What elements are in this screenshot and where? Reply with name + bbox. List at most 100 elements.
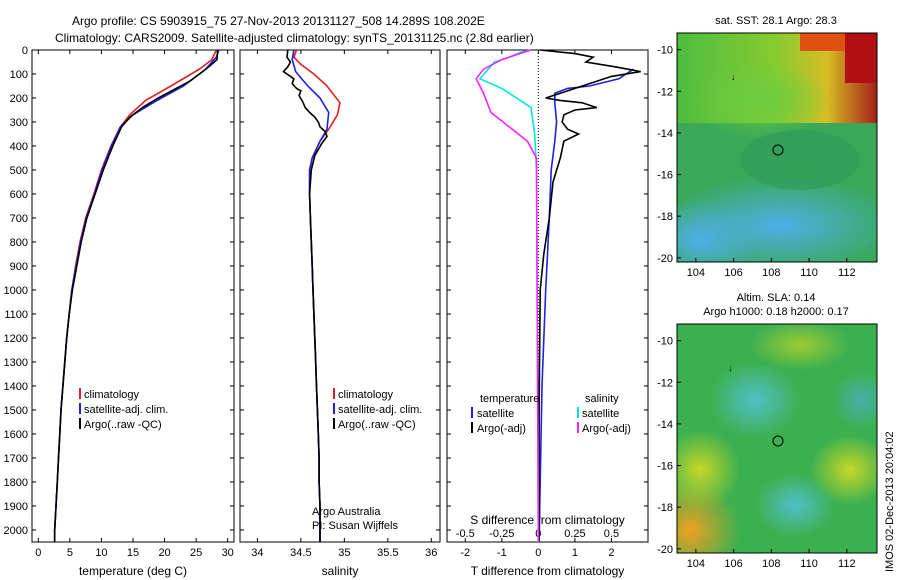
title-line-1: Argo profile: CS 5903915_75 27-Nov-2013 … xyxy=(72,14,485,28)
x-tick-label: 0 xyxy=(35,547,41,559)
legend-label: Argo(..raw -QC) xyxy=(338,419,416,431)
x-tick-label: 30 xyxy=(222,547,234,559)
map-y-tick-label: -10 xyxy=(657,45,673,57)
y-tick-label: 400 xyxy=(10,141,28,153)
y-tick-label: 1800 xyxy=(4,477,28,489)
x-tick-label: 25 xyxy=(190,547,202,559)
x-tick-label: 34 xyxy=(251,547,263,559)
panel-annotation: Argo Australia xyxy=(312,506,381,518)
s-tick-label: 0.25 xyxy=(564,528,585,540)
s-tick-label: -0.5 xyxy=(456,528,475,540)
y-tick-label: 1600 xyxy=(4,429,28,441)
x-tick-label: 0 xyxy=(535,547,541,559)
map-y-tick-label: -20 xyxy=(657,544,673,556)
imos-timestamp: IMOS 02-Dec-2013 20:04:02 xyxy=(884,431,896,572)
y-tick-label: 1200 xyxy=(4,333,28,345)
map-y-tick-label: -16 xyxy=(657,170,673,182)
legend-label: satellite xyxy=(477,408,514,420)
panel-annotation: PI: Susan Wijffels xyxy=(312,520,398,532)
marker-arrow-icon: ↓ xyxy=(731,72,736,82)
legend-label: Argo(-adj) xyxy=(477,423,526,435)
map-x-tick-label: 106 xyxy=(724,267,742,279)
x-axis-label: T difference from climatology xyxy=(471,564,625,578)
x-tick-label: 36 xyxy=(425,547,437,559)
map-x-tick-label: 104 xyxy=(687,267,705,279)
y-tick-label: 1000 xyxy=(4,285,28,297)
y-tick-label: 1400 xyxy=(4,381,28,393)
y-tick-label: 1700 xyxy=(4,453,28,465)
y-tick-label: 1300 xyxy=(4,357,28,369)
plot-frame xyxy=(239,49,441,543)
map-y-tick-label: -14 xyxy=(657,128,673,140)
legend-label: climatology xyxy=(338,389,394,401)
float-position-marker xyxy=(772,144,784,156)
series-line xyxy=(475,49,540,543)
y-tick-label: 2000 xyxy=(4,525,28,537)
series-line xyxy=(53,49,219,542)
map-x-tick-label: 108 xyxy=(762,267,780,279)
map-y-tick-label: -10 xyxy=(657,336,673,348)
x-tick-label: 2 xyxy=(608,547,614,559)
y-tick-label: 300 xyxy=(10,117,28,129)
y-tick-label: 800 xyxy=(10,237,28,249)
legend-label: satellite-adj. clim. xyxy=(338,404,422,416)
legend-label: temperature xyxy=(480,393,539,405)
x-tick-label: 15 xyxy=(127,547,139,559)
s-tick-label: 0.5 xyxy=(604,528,619,540)
series-line xyxy=(538,68,634,543)
sla-map-title-2: Argo h1000: 0.18 h2000: 0.17 xyxy=(703,306,849,318)
map-y-tick-label: -12 xyxy=(657,377,673,389)
sla-map: Altim. SLA: 0.14 Argo h1000: 0.18 h2000:… xyxy=(657,292,878,570)
sst-map-title: sat. SST: 28.1 Argo: 28.3 xyxy=(715,15,837,27)
x-tick-label: 1 xyxy=(572,547,578,559)
legend-label: Argo(-adj) xyxy=(582,423,631,435)
map-x-tick-label: 112 xyxy=(838,267,856,279)
x-tick-label: 10 xyxy=(95,547,107,559)
map-x-tick-label: 108 xyxy=(762,558,780,570)
temperature-panel: 0 5 10 15 20 25 300100200300400500600700800900… xyxy=(4,45,235,578)
map-y-tick-label: -16 xyxy=(657,461,673,473)
float-position-marker xyxy=(772,435,784,447)
title-line-2: Climatology: CARS2009. Satellite-adjuste… xyxy=(55,31,534,45)
map-y-tick-label: -14 xyxy=(657,419,673,431)
y-tick-label: 200 xyxy=(10,93,28,105)
s-axis-label: S difference from climatology xyxy=(470,513,625,527)
salinity-panel: 34 34.5 35 35.5 36 salinity climatology satelli… xyxy=(239,49,441,578)
x-tick-label: -2 xyxy=(460,547,470,559)
sst-map: sat. SST: 28.1 Argo: 28.3 ↓ -10 -12 -14 -16… xyxy=(657,15,878,279)
y-tick-label: 1500 xyxy=(4,405,28,417)
y-tick-label: 0 xyxy=(22,45,28,57)
plot-frame xyxy=(31,49,235,543)
y-tick-label: 700 xyxy=(10,213,28,225)
y-tick-label: 100 xyxy=(10,69,28,81)
x-tick-label: 20 xyxy=(158,547,170,559)
x-tick-label: 35.5 xyxy=(377,547,398,559)
map-x-tick-label: 110 xyxy=(800,558,818,570)
x-tick-label: 35 xyxy=(338,547,350,559)
map-x-tick-label: 104 xyxy=(687,558,705,570)
y-tick-label: 500 xyxy=(10,165,28,177)
y-tick-label: 1100 xyxy=(4,309,28,321)
series-line xyxy=(538,49,641,542)
map-y-tick-label: -18 xyxy=(657,211,673,223)
map-y-tick-label: -18 xyxy=(657,502,673,514)
map-y-tick-label: -12 xyxy=(657,86,673,98)
series-line xyxy=(282,49,328,542)
legend-label: climatology xyxy=(84,389,140,401)
plot-frame xyxy=(446,49,649,543)
difference-panel: -2 -1 0 1 2-0.5 -0.25 0 0.25 0.5S difference fro… xyxy=(446,49,649,578)
x-tick-label: -1 xyxy=(497,547,507,559)
legend-label: salinity xyxy=(585,393,619,405)
y-tick-label: 600 xyxy=(10,189,28,201)
x-axis-label: temperature (deg C) xyxy=(79,564,187,578)
x-tick-label: 34.5 xyxy=(290,547,311,559)
legend-label: satellite xyxy=(582,408,619,420)
marker-arrow-icon: ↓ xyxy=(728,363,733,373)
legend-label: satellite-adj. clim. xyxy=(84,404,168,416)
x-tick-label: 5 xyxy=(67,547,73,559)
x-axis-label: salinity xyxy=(322,564,359,578)
map-x-tick-label: 106 xyxy=(724,558,742,570)
sla-map-title-1: Altim. SLA: 0.14 xyxy=(737,292,816,304)
s-tick-label: -0.25 xyxy=(489,528,514,540)
